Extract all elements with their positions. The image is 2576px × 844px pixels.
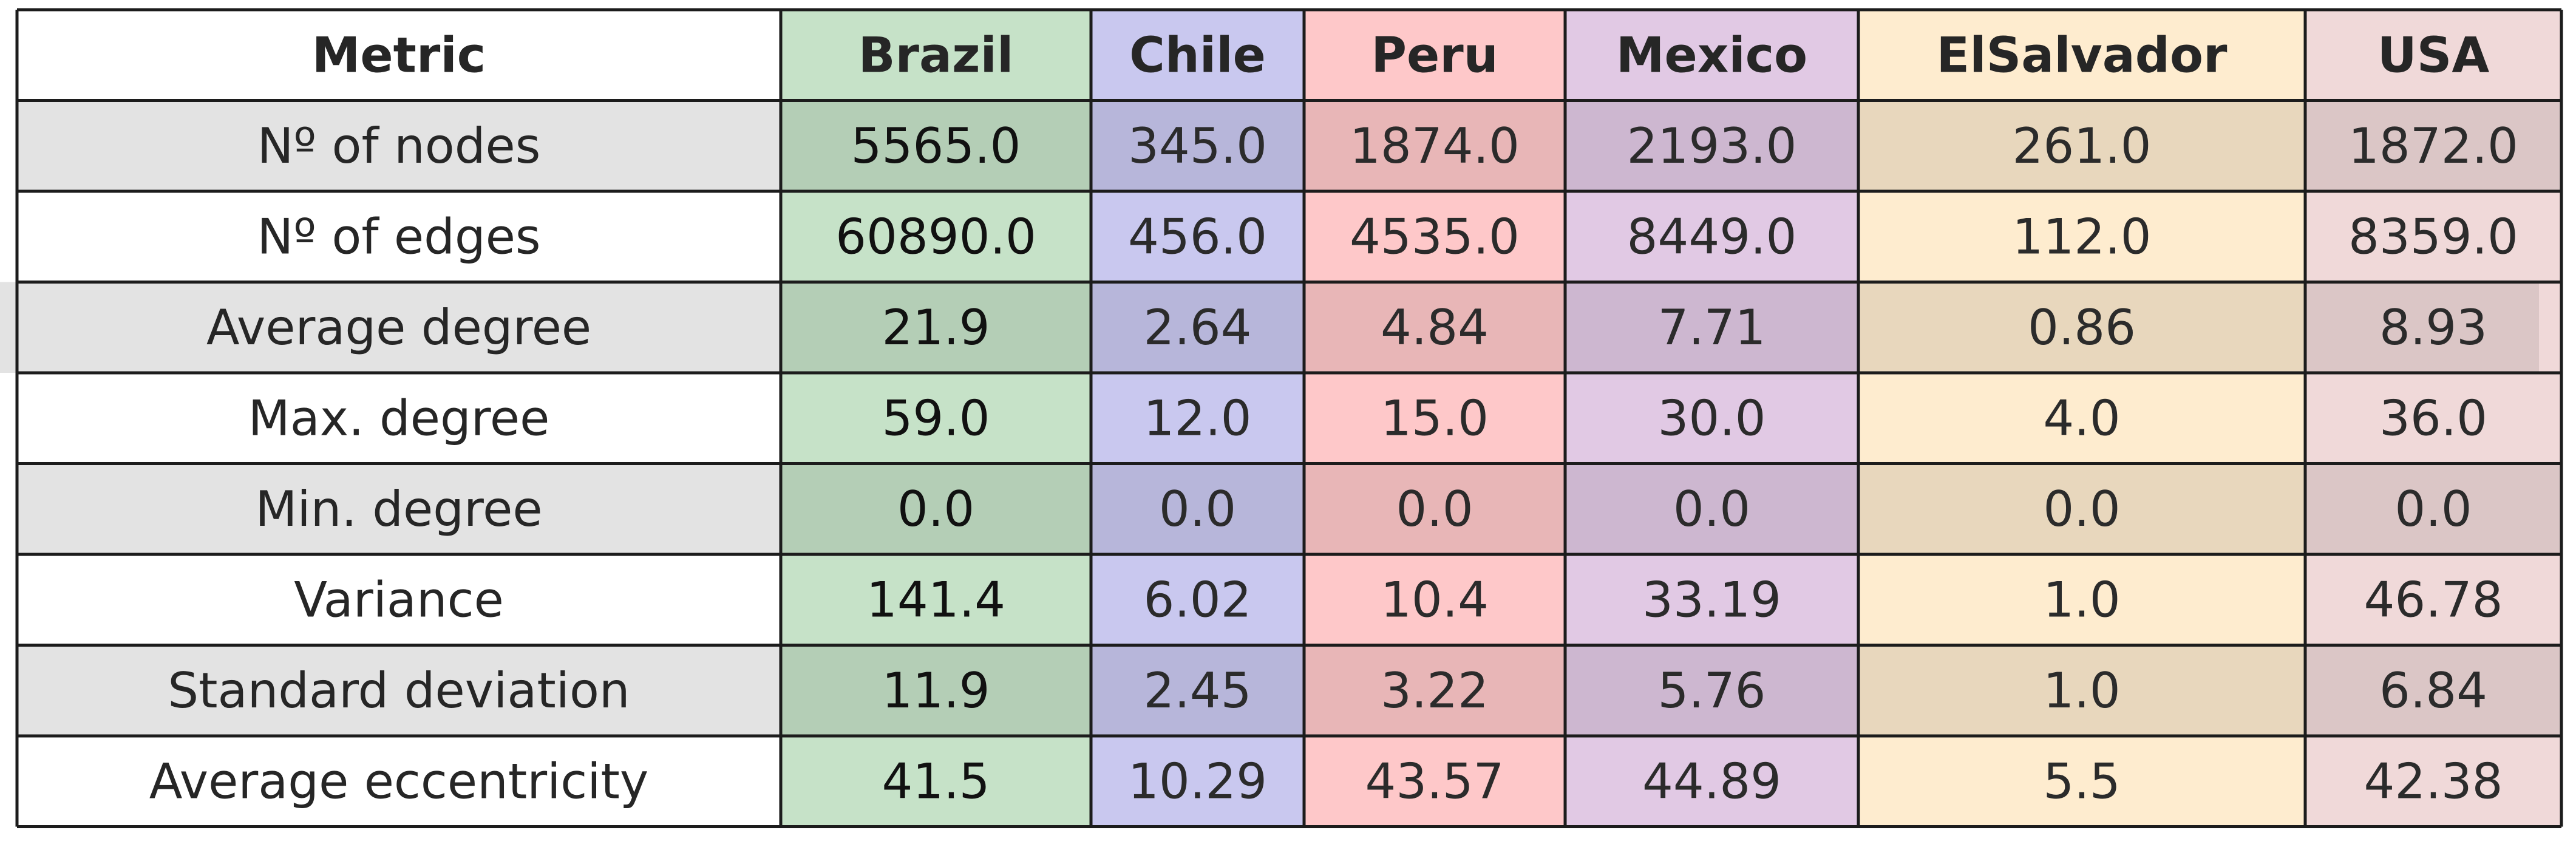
row-shade-metric-average-degree (0, 282, 781, 373)
row-shade-metric-standard-deviation (17, 645, 781, 736)
cell-chile-n-of-edges: 456.0 (1128, 208, 1267, 265)
cell-usa-standard-deviation: 6.84 (2379, 662, 2487, 719)
row-shade-values-n-of-nodes (781, 100, 2561, 191)
cell-brazil-average-eccentricity: 41.5 (882, 753, 990, 809)
row-shade-metric-min-degree (17, 463, 781, 554)
cell-usa-average-degree: 8.93 (2379, 299, 2487, 356)
row-shade-values-standard-deviation (781, 645, 2561, 736)
metric-label-standard-deviation: Standard deviation (168, 662, 630, 719)
metric-label-n-of-edges: Nº of edges (257, 208, 540, 265)
cell-peru-min-degree: 0.0 (1396, 481, 1473, 537)
cell-mexico-n-of-nodes: 2193.0 (1627, 118, 1797, 174)
cell-peru-average-eccentricity: 43.57 (1365, 753, 1504, 809)
cell-mexico-n-of-edges: 8449.0 (1627, 208, 1797, 265)
cell-elsalvador-standard-deviation: 1.0 (2043, 662, 2120, 719)
cell-peru-standard-deviation: 3.22 (1381, 662, 1489, 719)
cell-elsalvador-min-degree: 0.0 (2043, 481, 2120, 537)
cell-brazil-variance: 141.4 (866, 571, 1005, 628)
cell-chile-variance: 6.02 (1143, 571, 1251, 628)
metric-label-max-degree: Max. degree (248, 390, 550, 446)
cell-mexico-max-degree: 30.0 (1657, 390, 1765, 446)
cell-chile-min-degree: 0.0 (1159, 481, 1236, 537)
metric-label-n-of-nodes: Nº of nodes (257, 118, 541, 174)
column-header-elsalvador: ElSalvador (1937, 27, 2228, 83)
column-fill-elsalvador (1858, 10, 2305, 827)
cell-elsalvador-variance: 1.0 (2043, 571, 2120, 628)
cell-mexico-standard-deviation: 5.76 (1657, 662, 1765, 719)
row-shade-metric-n-of-nodes (17, 100, 781, 191)
cell-peru-n-of-edges: 4535.0 (1350, 208, 1520, 265)
cell-peru-n-of-nodes: 1874.0 (1350, 118, 1520, 174)
cell-elsalvador-average-eccentricity: 5.5 (2043, 753, 2120, 809)
cell-brazil-max-degree: 59.0 (882, 390, 990, 446)
cell-mexico-variance: 33.19 (1642, 571, 1781, 628)
cell-mexico-average-eccentricity: 44.89 (1642, 753, 1781, 809)
cell-chile-max-degree: 12.0 (1143, 390, 1251, 446)
cell-mexico-min-degree: 0.0 (1673, 481, 1750, 537)
cell-chile-average-degree: 2.64 (1143, 299, 1251, 356)
column-header-usa: USA (2377, 27, 2490, 83)
column-header-brazil: Brazil (858, 27, 1014, 83)
row-shade-values-min-degree (781, 463, 2561, 554)
column-header-chile: Chile (1129, 27, 1266, 83)
column-header-metric: Metric (312, 27, 486, 83)
column-fill-chile (1091, 10, 1304, 827)
cell-peru-variance: 10.4 (1381, 571, 1489, 628)
cell-brazil-min-degree: 0.0 (897, 481, 974, 537)
metric-label-average-eccentricity: Average eccentricity (149, 753, 648, 809)
cell-elsalvador-average-degree: 0.86 (2028, 299, 2136, 356)
cell-brazil-n-of-nodes: 5565.0 (851, 118, 1021, 174)
cell-elsalvador-n-of-nodes: 261.0 (2012, 118, 2151, 174)
column-fill-brazil (781, 10, 1091, 827)
cell-brazil-standard-deviation: 11.9 (882, 662, 990, 719)
cell-chile-n-of-nodes: 345.0 (1128, 118, 1267, 174)
cell-usa-max-degree: 36.0 (2379, 390, 2487, 446)
cell-peru-max-degree: 15.0 (1381, 390, 1489, 446)
row-shade-values-average-degree (781, 282, 2539, 373)
cell-chile-average-eccentricity: 10.29 (1128, 753, 1267, 809)
cell-peru-average-degree: 4.84 (1381, 299, 1489, 356)
cell-elsalvador-max-degree: 4.0 (2043, 390, 2120, 446)
column-header-mexico: Mexico (1616, 27, 1807, 83)
column-header-peru: Peru (1371, 27, 1498, 83)
cell-usa-n-of-edges: 8359.0 (2348, 208, 2518, 265)
cell-usa-average-eccentricity: 42.38 (2364, 753, 2503, 809)
metric-label-average-degree: Average degree (206, 299, 591, 356)
cell-brazil-n-of-edges: 60890.0 (835, 208, 1036, 265)
column-fill-peru (1304, 10, 1565, 827)
column-fill-mexico (1565, 10, 1858, 827)
cell-chile-standard-deviation: 2.45 (1143, 662, 1251, 719)
cell-mexico-average-degree: 7.71 (1657, 299, 1765, 356)
cell-elsalvador-n-of-edges: 112.0 (2012, 208, 2151, 265)
cell-brazil-average-degree: 21.9 (882, 299, 990, 356)
metric-label-min-degree: Min. degree (255, 481, 542, 537)
cell-usa-min-degree: 0.0 (2394, 481, 2472, 537)
cell-usa-n-of-nodes: 1872.0 (2348, 118, 2518, 174)
cell-usa-variance: 46.78 (2364, 571, 2503, 628)
column-fill-usa (2305, 10, 2561, 827)
metric-label-variance: Variance (294, 571, 504, 628)
